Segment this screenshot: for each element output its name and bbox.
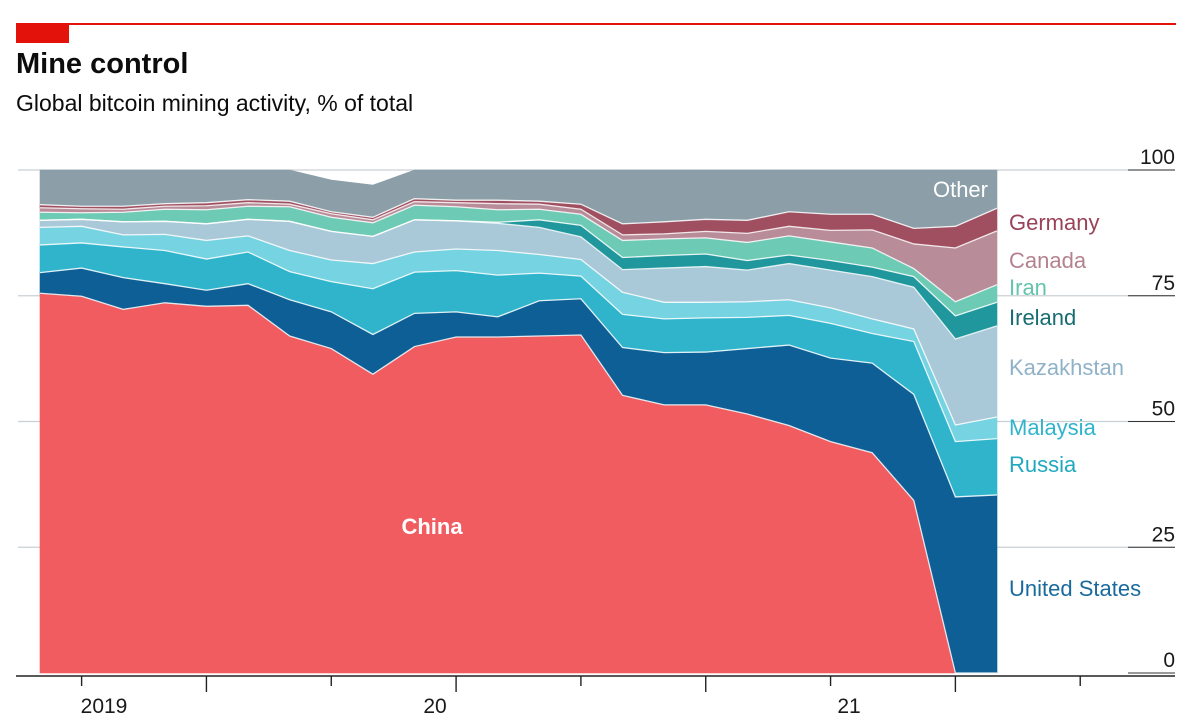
series-label-united-states: United States <box>1009 576 1141 601</box>
x-tick-label: 21 <box>837 695 860 718</box>
series-label-ireland: Ireland <box>1009 305 1076 330</box>
series-label-other: Other <box>933 177 988 202</box>
series-label-china: China <box>401 514 463 539</box>
series-label-canada: Canada <box>1009 248 1087 273</box>
series-boundary <box>39 267 998 498</box>
stacked-areas <box>39 169 998 674</box>
y-tick-label: 75 <box>1152 272 1175 295</box>
x-tick-label: 2019 <box>81 695 128 718</box>
series-labels: China United States Russia Malaysia Kazakhst… <box>401 177 1141 601</box>
brand-tab <box>16 23 69 43</box>
series-boundary <box>39 204 998 303</box>
y-tick-label: 0 <box>1163 649 1175 672</box>
series-label-malaysia: Malaysia <box>1009 415 1097 440</box>
series-boundary <box>39 201 998 249</box>
series-label-iran: Iran <box>1009 275 1047 300</box>
series-boundary <box>39 225 998 426</box>
y-tick-label: 25 <box>1152 523 1175 546</box>
series-boundary <box>39 218 998 317</box>
series-boundary <box>39 242 998 443</box>
x-axis: 2019 20 21 <box>16 675 1175 718</box>
top-rule <box>16 23 1176 25</box>
series-label-kazakhstan: Kazakhstan <box>1009 355 1124 380</box>
series-label-russia: Russia <box>1009 452 1077 477</box>
chart-subtitle: Global bitcoin mining activity, % of tot… <box>16 90 414 116</box>
series-boundary <box>39 292 997 674</box>
y-tick-label: 50 <box>1152 398 1175 421</box>
y-tick-label: 100 <box>1140 146 1175 169</box>
chart-title: Mine control <box>16 48 189 80</box>
series-label-germany: Germany <box>1009 210 1099 235</box>
x-tick-label: 20 <box>423 695 446 718</box>
series-boundary <box>39 198 998 230</box>
